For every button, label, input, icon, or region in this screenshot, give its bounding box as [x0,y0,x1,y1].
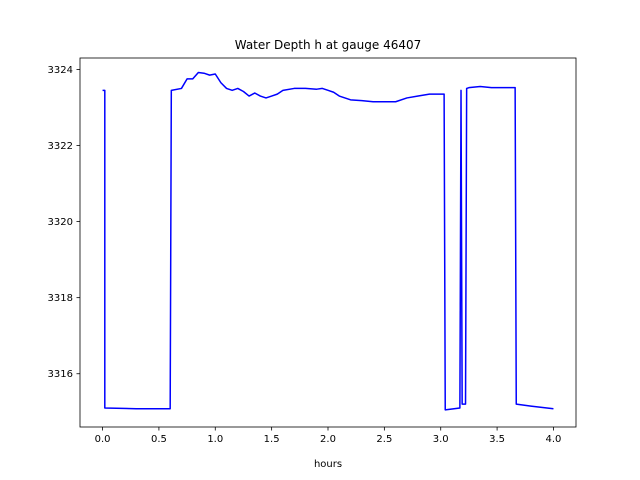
chart-title: Water Depth h at gauge 46407 [235,38,422,52]
plot-area: 0.0 0.5 1.0 1.5 2.0 2.5 3.0 3.5 4.0 3316 3318 3320 3… [48,57,577,445]
y-tick-label: 3320 [48,217,73,228]
y-tick-label: 3316 [48,369,73,380]
x-tick-label: 1.5 [264,434,280,445]
series-line-0 [102,71,554,411]
x-tick-label: 0.0 [95,434,111,445]
x-tick-label: 1.0 [207,434,223,445]
y-tick-label: 3324 [48,65,73,76]
y-tick-label: 3318 [48,293,73,304]
x-tick-label: 4.0 [546,434,562,445]
y-tick-label: 3322 [48,141,73,152]
x-tick-label: 2.5 [376,434,392,445]
x-axis-label: hours [314,459,342,470]
x-tick-label: 2.0 [320,434,336,445]
x-tick-label: 3.0 [433,434,449,445]
x-tick-label: 3.5 [489,434,505,445]
x-tick-label: 0.5 [151,434,167,445]
